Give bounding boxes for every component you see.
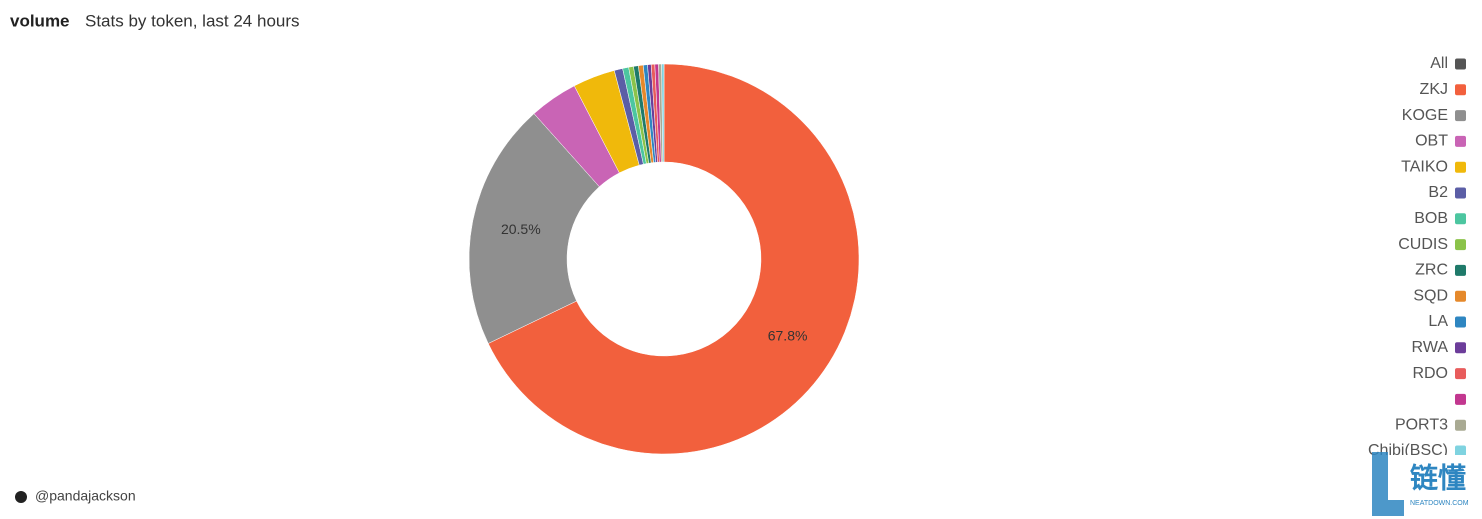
legend-swatch	[1455, 419, 1466, 431]
slice	[487, 63, 860, 455]
legend-swatch	[1455, 342, 1466, 354]
legend-label: CUDIS	[1398, 236, 1448, 253]
data-label: 20.5%	[501, 221, 541, 237]
legend-swatch	[1455, 290, 1466, 302]
legend-swatch	[1455, 187, 1466, 199]
legend-label: OBT	[1415, 133, 1448, 150]
watermark-logo	[1372, 452, 1404, 516]
legend-label: Chibi(BSC)	[1368, 442, 1448, 459]
author-icon	[15, 491, 27, 503]
legend-swatch	[1455, 239, 1466, 251]
legend-label: BOB	[1414, 210, 1448, 227]
watermark: 链懂 NEATDOWN.COM	[1372, 452, 1469, 516]
legend-label: LA	[1428, 313, 1448, 330]
chart-subtitle: Stats by token, last 24 hours	[85, 11, 300, 30]
legend-swatch	[1455, 161, 1466, 173]
legend-label: PORT3	[1395, 416, 1448, 433]
legend: All ZKJ KOGE OBT TAIKO B2 BOB CUDIS ZRC SQD LA RWA R…	[1368, 55, 1466, 459]
legend-label: B2	[1428, 184, 1448, 201]
legend-swatch	[1455, 445, 1466, 455]
slice	[468, 113, 600, 344]
watermark-text: 链懂	[1410, 462, 1466, 493]
legend-label: RWA	[1412, 339, 1449, 356]
legend-swatch	[1455, 213, 1466, 225]
legend-swatch	[1455, 393, 1466, 405]
legend-label: ZKJ	[1420, 81, 1448, 98]
author-name: @pandajackson	[35, 488, 136, 504]
legend-swatch	[1455, 58, 1466, 70]
data-label: 67.8%	[768, 327, 808, 343]
legend-label: SQD	[1413, 287, 1448, 304]
legend-swatch	[1455, 368, 1466, 380]
legend-label: KOGE	[1402, 107, 1448, 124]
donut: 67.8% 20.5%	[468, 63, 860, 455]
legend-label: RDO	[1412, 365, 1448, 382]
chart-title: volume	[10, 11, 70, 30]
watermark-subtext: NEATDOWN.COM	[1410, 500, 1469, 507]
legend-label: TAIKO	[1401, 158, 1448, 175]
legend-label: All	[1430, 55, 1448, 72]
legend-swatch	[1455, 135, 1466, 147]
slice	[661, 63, 665, 163]
author: @pandajackson	[15, 488, 136, 504]
legend-swatch	[1455, 264, 1466, 276]
legend-swatch	[1455, 84, 1466, 96]
legend-swatch	[1455, 110, 1466, 122]
legend-label: ZRC	[1415, 262, 1448, 279]
legend-swatch	[1455, 316, 1466, 328]
